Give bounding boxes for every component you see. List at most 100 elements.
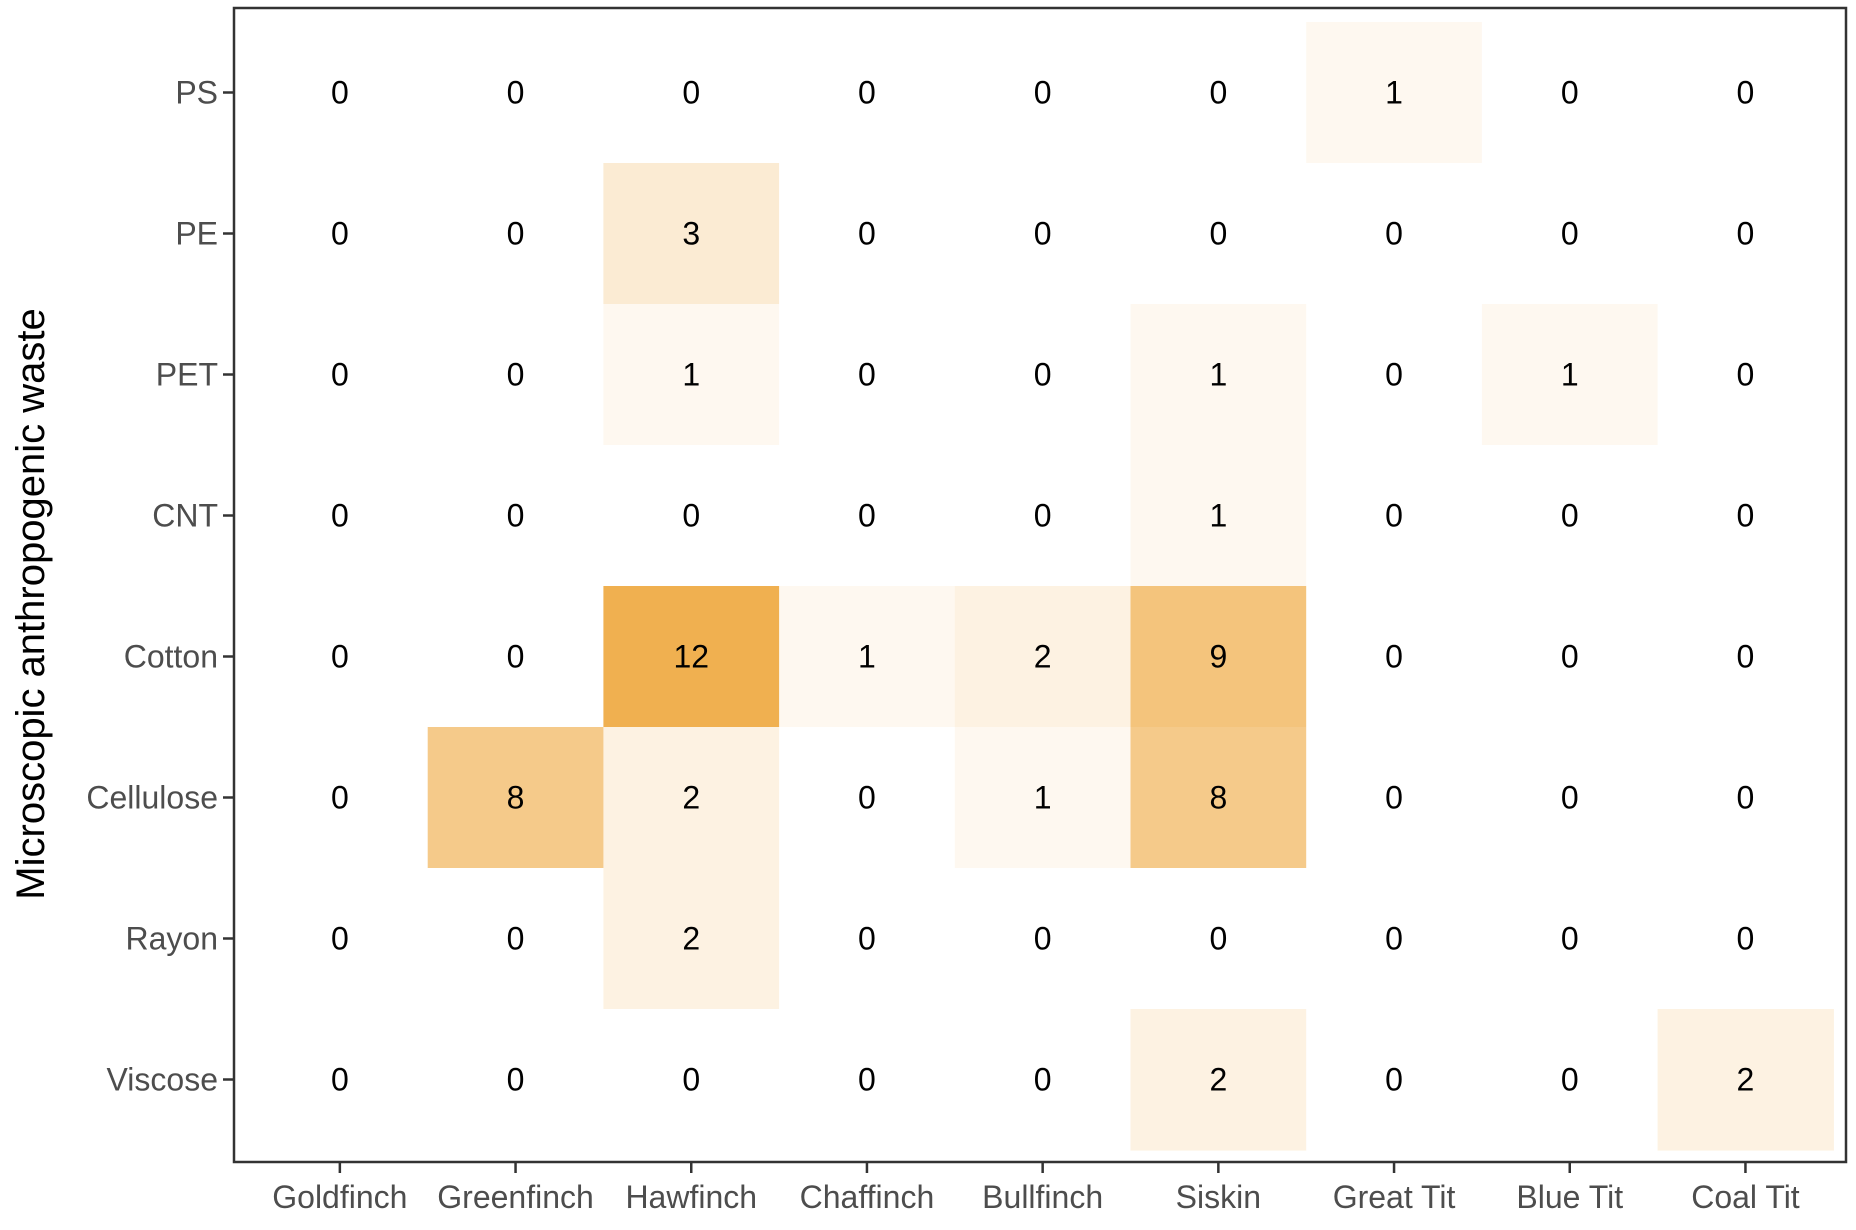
heatmap-cell [779,445,956,587]
heatmap-cell [603,22,780,164]
heatmap-cell [1481,727,1659,869]
heatmap-cell [1657,22,1834,164]
heatmap-cell [427,868,604,1010]
x-tick-label: Bullfinch [982,1179,1103,1215]
heatmap-cell [1481,868,1659,1010]
heatmap-cell-label: 0 [1385,921,1403,957]
heatmap-cell [954,22,1132,164]
heatmap-cell [1306,445,1483,587]
heatmap-cell-label: 0 [682,1062,700,1098]
heatmap-cell [427,22,604,164]
x-tick-label: Siskin [1176,1179,1261,1215]
heatmap-cell-label: 0 [1561,498,1579,534]
heatmap-cell-label: 0 [1209,75,1227,111]
heatmap-cell-label: 8 [507,780,525,816]
heatmap-cell [1130,1009,1307,1151]
heatmap-cell-label: 0 [1561,639,1579,675]
heatmap-cell [427,586,604,728]
heatmap-cell-label: 0 [682,75,700,111]
heatmap-cell [779,1009,956,1151]
heatmap-cell-label: 2 [1034,639,1052,675]
heatmap-cell [954,163,1132,305]
heatmap-cell [1130,445,1307,587]
heatmap-cell-label: 0 [1209,921,1227,957]
heatmap-cell-label: 0 [1034,357,1052,393]
heatmap-cell [1481,163,1659,305]
heatmap-cell [779,727,956,869]
heatmap-cell-label: 0 [1561,1062,1579,1098]
heatmap-cell-label: 2 [1737,1062,1755,1098]
y-tick-label: Cotton [124,639,218,675]
heatmap-cell [1657,586,1834,728]
heatmap-cell [1481,586,1659,728]
heatmap-cell-label: 12 [673,639,709,675]
heatmap-cell [1481,304,1659,446]
heatmap-cell-label: 0 [507,357,525,393]
heatmap-cell-label: 3 [682,216,700,252]
y-axis: PS PE PET CNT Cotton Cellulose Rayon Viscose [86,75,234,1098]
heatmap-cell-label: 0 [858,216,876,252]
heatmap-cell [1130,22,1307,164]
heatmap-cell-label: 0 [1385,780,1403,816]
heatmap-cell-label: 0 [858,357,876,393]
y-tick-label: PET [156,357,218,393]
heatmap-cell-label: 1 [1034,780,1052,816]
heatmap-cell [1130,727,1307,869]
heatmap-cell [603,586,780,728]
heatmap-cell [252,22,429,164]
heatmap-cell [1306,727,1483,869]
heatmap-cell [427,304,604,446]
heatmap-cell [1306,304,1483,446]
cell-labels-layer: 0 0 0 0 0 0 1 0 00 0 3 0 0 0 0 0 00 0 1 0 0 1 0 1 00 0 0 0 0 1 0 0 00 0 12… [331,75,1754,1098]
heatmap-cell-label: 0 [507,639,525,675]
y-axis-title: Microscopic anthropogenic waste [9,308,53,899]
heatmap-cell [603,727,780,869]
heatmap-cell [603,304,780,446]
heatmap-cell [1306,22,1483,164]
heatmap-cell-label: 0 [331,1062,349,1098]
x-tick-label: Coal Tit [1691,1179,1800,1215]
heatmap-cell [252,304,429,446]
heatmap-cell-label: 0 [1561,921,1579,957]
heatmap-cell-label: 0 [682,498,700,534]
heatmap-cell [1657,445,1834,587]
y-tick-label: PE [175,216,218,252]
cells-layer [252,22,1834,1151]
heatmap-cell-label: 1 [1209,357,1227,393]
heatmap-cell [603,163,780,305]
heatmap-cell [779,868,956,1010]
heatmap-cell-label: 0 [1385,639,1403,675]
heatmap-cell [252,868,429,1010]
heatmap-cell-label: 0 [331,780,349,816]
heatmap-cell-label: 0 [1737,216,1755,252]
heatmap-cell-label: 0 [331,75,349,111]
heatmap-cell-label: 0 [331,639,349,675]
x-tick-label: Hawfinch [625,1179,757,1215]
heatmap-cell-label: 0 [1385,216,1403,252]
heatmap-cell [954,304,1132,446]
heatmap-cell-label: 0 [507,216,525,252]
heatmap-cell [954,868,1132,1010]
heatmap-cell-label: 1 [682,357,700,393]
heatmap-cell [427,727,604,869]
heatmap-cell-label: 0 [1385,498,1403,534]
plot-panel-border [232,6,1848,1164]
heatmap-cell-label: 0 [1034,498,1052,534]
heatmap-cell [603,868,780,1010]
heatmap-cell [252,1009,429,1151]
heatmap-cell [954,445,1132,587]
heatmap-cell-label: 0 [507,498,525,534]
heatmap-cell-label: 0 [1209,216,1227,252]
heatmap-cell-label: 0 [1034,921,1052,957]
heatmap-cell [252,586,429,728]
heatmap-cell-label: 0 [1737,498,1755,534]
heatmap-cell [252,727,429,869]
heatmap-cell [427,445,604,587]
heatmap-cell-label: 0 [1737,921,1755,957]
heatmap-cell-label: 0 [331,921,349,957]
heatmap-cell [1130,868,1307,1010]
y-tick-label: Rayon [126,921,219,957]
heatmap-cell-label: 8 [1209,780,1227,816]
heatmap-cell [252,163,429,305]
heatmap-cell-label: 1 [1385,75,1403,111]
